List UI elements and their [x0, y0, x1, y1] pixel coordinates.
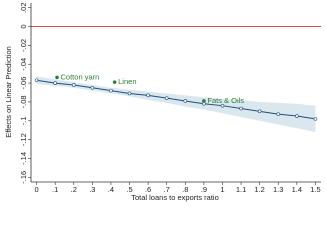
point [127, 91, 132, 96]
x-tick-label: .2 [71, 185, 77, 194]
y-axis-label: Effects on Linear Prediction [4, 46, 13, 138]
point [109, 88, 113, 93]
point [34, 78, 39, 83]
x-tick-label: .3 [89, 185, 95, 194]
y-tick-label: -.08 [19, 95, 28, 108]
point [239, 106, 243, 111]
x-tick-label: .9 [201, 185, 207, 194]
point [295, 114, 299, 118]
y-tick-label: -.14 [19, 152, 28, 165]
annotation-label: Linen [118, 77, 136, 86]
x-tick-label: .8 [182, 185, 188, 194]
point [257, 109, 262, 114]
point [183, 99, 188, 103]
y-tick-label: -.16 [19, 171, 28, 184]
annotation-marker [55, 75, 59, 80]
x-tick-label: 1.5 [310, 185, 320, 194]
x-tick-label: 0 [34, 185, 38, 194]
annotation-marker [202, 99, 206, 103]
y-tick-label: -.02 [19, 39, 28, 52]
annotation-marker [112, 80, 117, 84]
annotation-label: Fats & Oils [207, 96, 244, 105]
x-tick-label: 1.4 [292, 185, 302, 194]
point [276, 112, 281, 116]
point [220, 103, 225, 108]
y-tick-label: -.06 [19, 77, 28, 90]
y-tick-label: -.04 [19, 58, 28, 71]
x-tick-label: 1 [220, 185, 224, 194]
y-tick-label: -.1 [19, 116, 28, 125]
x-tick-label: 1.1 [236, 185, 246, 194]
y-tick-label: -.12 [19, 133, 28, 146]
x-tick-label: 1.3 [273, 185, 283, 194]
confidence-band [36, 76, 316, 133]
x-tick-label: .1 [52, 185, 58, 194]
point [53, 81, 57, 85]
point [146, 93, 150, 98]
annotation-label: Cotton yarn [61, 72, 100, 81]
x-tick-label: .6 [145, 185, 151, 194]
x-tick-label: 1.2 [254, 185, 264, 194]
line [36, 79, 316, 120]
y-tick-label: 0 [19, 24, 28, 28]
x-tick-label: .4 [108, 185, 114, 194]
point [71, 83, 76, 87]
y-tick-label: .02 [19, 2, 28, 12]
x-tick-label: .7 [164, 185, 170, 194]
x-axis-label: Total loans to exports ratio [131, 193, 219, 202]
chart: Total loans to exports ratio Effects on … [4, 2, 321, 202]
x-tick-label: .5 [126, 185, 132, 194]
point [164, 96, 169, 100]
point [313, 117, 318, 121]
point [90, 85, 95, 90]
